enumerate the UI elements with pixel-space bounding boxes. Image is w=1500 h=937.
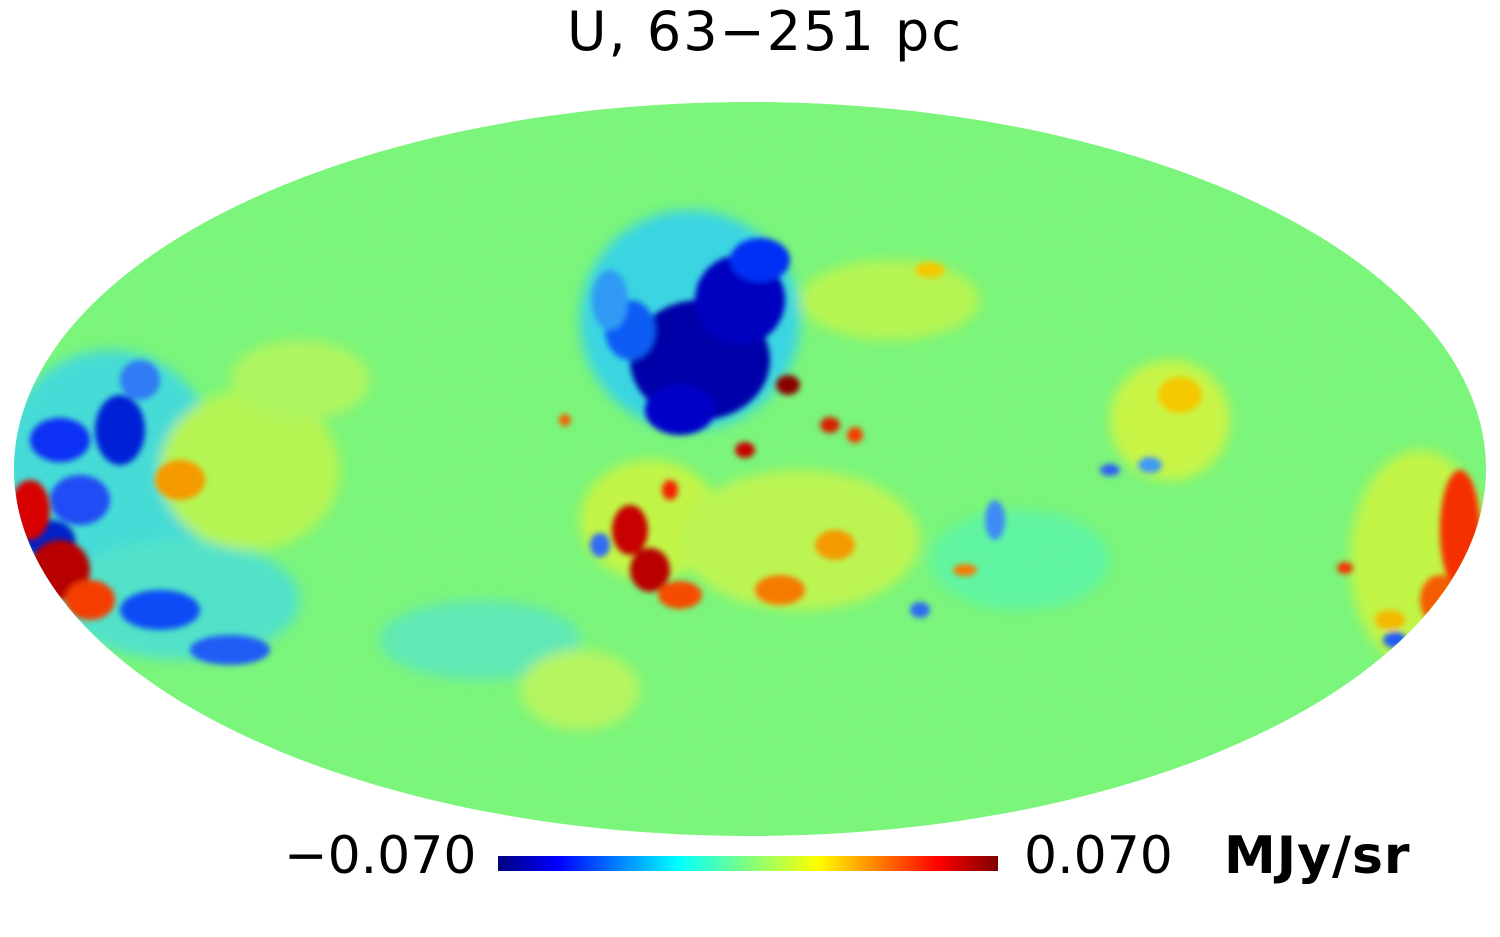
colorbar-max-label: 0.070 (1024, 826, 1173, 886)
colorbar-unit-label: MJy/sr (1224, 826, 1411, 886)
colorbar (498, 856, 998, 871)
colorbar-min-label: −0.070 (284, 826, 477, 886)
map-title: U, 63−251 pc (566, 0, 963, 63)
